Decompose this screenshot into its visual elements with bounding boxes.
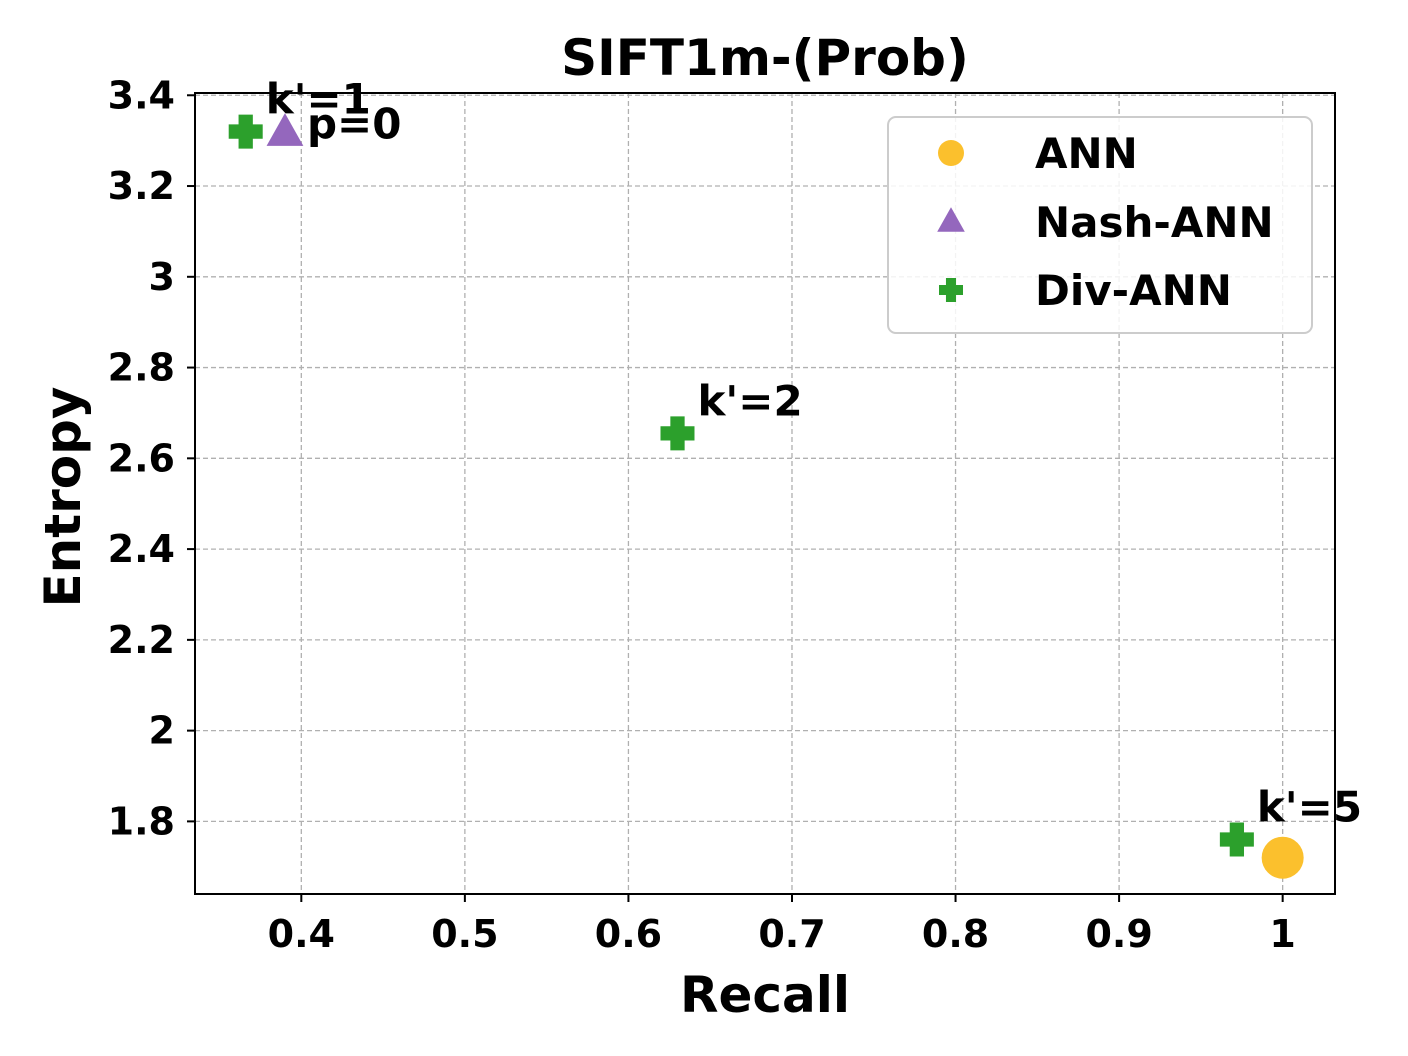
nash-ann-point [266, 113, 304, 146]
x-tick-label: 1 [1269, 912, 1295, 956]
y-tick-label: 3.2 [108, 164, 175, 208]
chart-title: SIFT1m-(Prob) [561, 29, 969, 87]
y-tick-label: 2.2 [108, 618, 175, 662]
tick-labels: 0.4 0.5 0.6 0.7 0.8 0.9 1 1.8 2 2.2 2.4 2.6 2.8 3 3.2 3… [108, 73, 1296, 956]
legend-markers [937, 140, 965, 302]
y-tick-label: 2.8 [108, 346, 175, 390]
legend-marker-div-ann [939, 278, 963, 302]
point-annotation: k'=5 [1257, 783, 1362, 832]
point-annotation: k'=1 [266, 75, 371, 124]
ann-point [1261, 836, 1304, 879]
point-annotations: p=0k'=1 k'=2 k'=5 [266, 75, 1362, 832]
grid-lines [195, 93, 1335, 894]
legend-marker-ann [938, 140, 964, 166]
y-tick-label: 2.6 [108, 436, 175, 480]
y-tick-label: 2.4 [108, 527, 175, 571]
div-ann-point [660, 416, 695, 451]
plot-frame [194, 92, 1336, 895]
x-axis-label: Recall [680, 966, 850, 1024]
x-tick-label: 0.9 [1085, 912, 1152, 956]
point-annotation: k'=2 [697, 376, 802, 425]
legend-box [887, 116, 1313, 334]
data-points [228, 113, 1304, 879]
x-tick-label: 0.6 [595, 912, 662, 956]
y-tick-label: 3 [149, 255, 175, 299]
point-annotation: p=0 [307, 100, 401, 149]
y-axis-label: Entropy [34, 386, 92, 607]
axis-ticks [187, 94, 1284, 902]
legend-label-div-ann: Div-ANN [1035, 266, 1232, 315]
y-tick-label: 3.4 [108, 73, 175, 117]
div-ann-point [1219, 822, 1254, 857]
y-tick-label: 1.8 [108, 799, 175, 843]
legend-label-nash-ann: Nash-ANN [1035, 198, 1274, 247]
x-tick-label: 0.4 [268, 912, 335, 956]
legend-label-ann: ANN [1035, 129, 1138, 178]
legend-marker-nash-ann [937, 207, 965, 232]
y-tick-label: 2 [149, 709, 175, 753]
div-ann-point [228, 114, 263, 149]
legend: ANN Nash-ANN Div-ANN [887, 116, 1313, 334]
x-tick-label: 0.8 [922, 912, 989, 956]
x-tick-label: 0.7 [758, 912, 825, 956]
x-tick-label: 0.5 [431, 912, 498, 956]
